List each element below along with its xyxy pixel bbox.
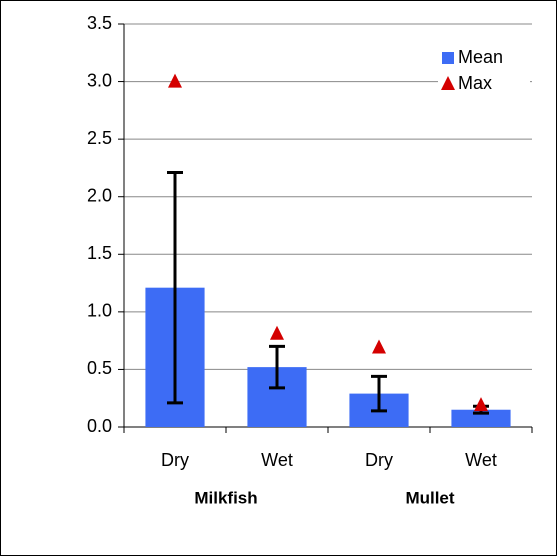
- x-tick-label: Wet: [465, 450, 497, 470]
- legend-label: Mean: [458, 47, 503, 67]
- y-tick-label: 3.0: [87, 70, 112, 90]
- y-tick-label: 2.5: [87, 128, 112, 148]
- group-label: Mullet: [405, 488, 454, 507]
- legend-label: Max: [458, 73, 492, 93]
- legend-symbol: [442, 52, 454, 64]
- x-tick-label: Dry: [365, 450, 393, 470]
- max-marker: [270, 325, 284, 340]
- y-tick-label: 0.5: [87, 358, 112, 378]
- max-marker: [474, 397, 488, 412]
- error-bar: [167, 171, 183, 405]
- y-tick-label: 1.0: [87, 301, 112, 321]
- legend-symbol: [441, 76, 455, 90]
- y-tick-label: 0.0: [87, 416, 112, 436]
- max-marker: [372, 339, 386, 354]
- group-label: Milkfish: [194, 488, 257, 507]
- error-bar: [269, 344, 285, 390]
- x-tick-label: Dry: [161, 450, 189, 470]
- y-tick-label: 2.0: [87, 185, 112, 205]
- y-tick-label: 3.5: [87, 13, 112, 33]
- error-bar: [371, 374, 387, 413]
- bar: [451, 409, 511, 427]
- y-tick-label: 1.5: [87, 243, 112, 263]
- x-tick-label: Wet: [261, 450, 293, 470]
- max-marker: [168, 73, 182, 88]
